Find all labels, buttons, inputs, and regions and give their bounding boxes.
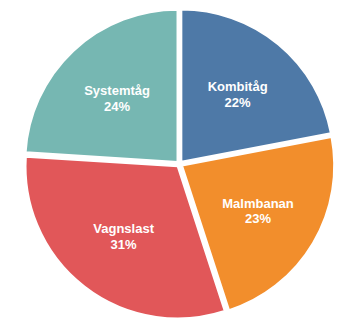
- pie: Kombitåg22% Malmbanan23% Vagnslast31% Syste…: [26, 10, 334, 319]
- value-label: 31%: [111, 237, 137, 252]
- slice: [26, 10, 178, 162]
- value-label: 23%: [245, 211, 271, 226]
- labels: Kombitåg22% Malmbanan23% Vagnslast31% Syste…: [84, 79, 294, 252]
- value-label: 24%: [104, 99, 130, 114]
- slice: [181, 10, 330, 162]
- slice-label: Kombitåg22%: [208, 79, 268, 110]
- category-label: Malmbanan: [222, 196, 294, 211]
- chart: Kombitåg22% Malmbanan23% Vagnslast31% Syste…: [0, 0, 359, 328]
- category-label: Vagnslast: [93, 221, 154, 236]
- slice-label: Vagnslast31%: [93, 221, 154, 252]
- category-label: Systemtåg: [84, 83, 150, 98]
- slices: [26, 10, 334, 319]
- category-label: Kombitåg: [208, 79, 268, 94]
- slice-label: Malmbanan23%: [222, 196, 294, 227]
- value-label: 22%: [225, 95, 251, 110]
- slice-label: Systemtåg24%: [84, 83, 150, 114]
- slice: [26, 157, 225, 319]
